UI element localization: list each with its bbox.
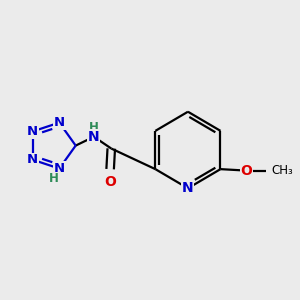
Text: N: N <box>27 125 38 138</box>
Text: H: H <box>89 122 99 134</box>
Text: H: H <box>49 172 59 185</box>
Text: O: O <box>104 175 116 188</box>
Text: N: N <box>182 181 194 195</box>
Text: N: N <box>88 130 100 144</box>
Text: N: N <box>54 162 65 175</box>
Text: CH₃: CH₃ <box>272 164 293 177</box>
Text: N: N <box>54 116 65 129</box>
Text: N: N <box>27 153 38 166</box>
Text: O: O <box>241 164 253 178</box>
